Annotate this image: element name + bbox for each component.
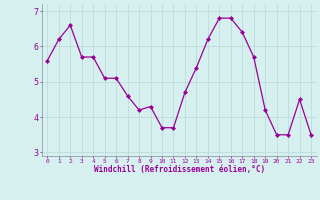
- X-axis label: Windchill (Refroidissement éolien,°C): Windchill (Refroidissement éolien,°C): [94, 165, 265, 174]
